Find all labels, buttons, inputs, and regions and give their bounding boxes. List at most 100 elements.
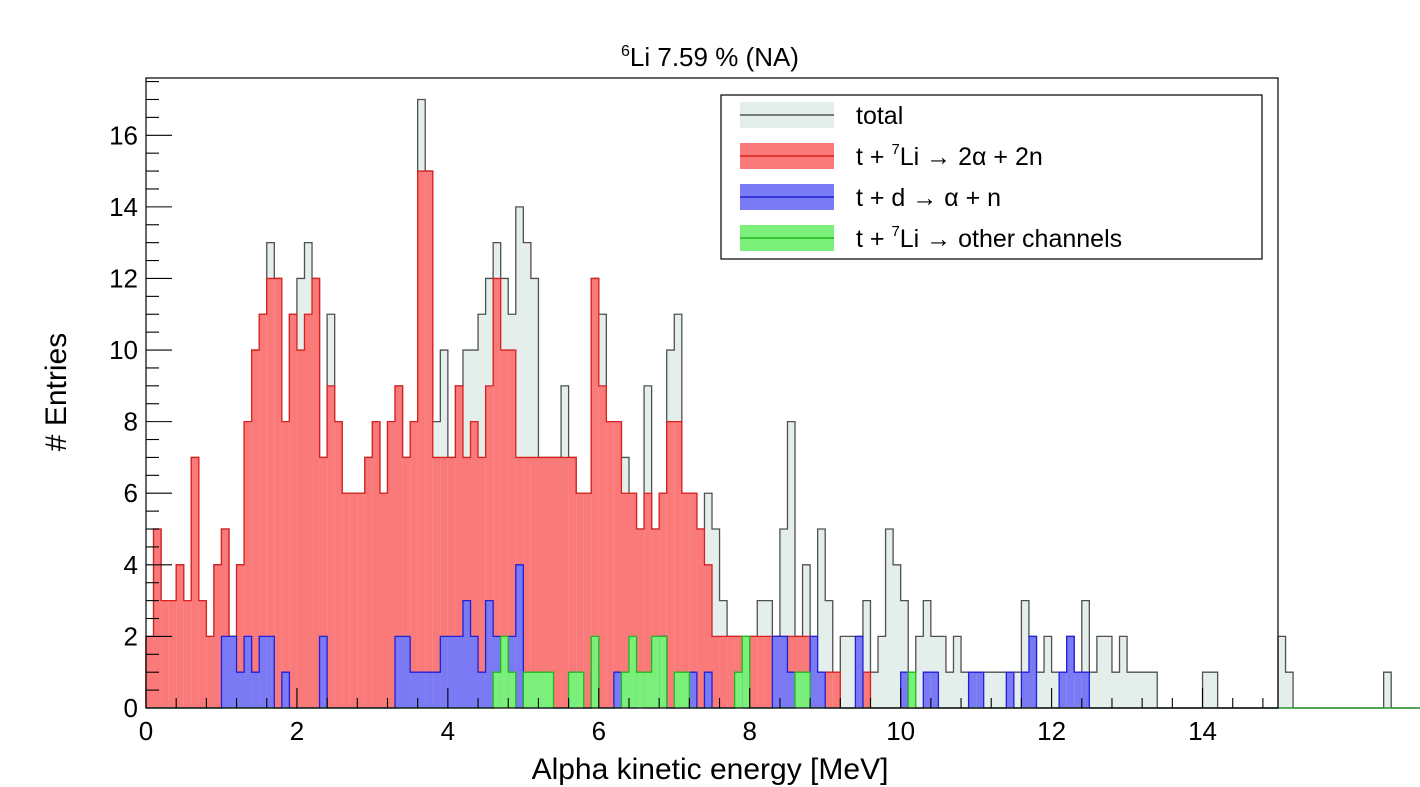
- red-bin: [266, 278, 275, 708]
- green-bin: [659, 636, 667, 708]
- total-bin: [1383, 672, 1392, 708]
- red-bin: [576, 493, 584, 708]
- red-bin: [440, 457, 448, 708]
- blue-bin: [1059, 672, 1067, 708]
- red-bin: [757, 636, 765, 708]
- total-bin: [953, 636, 962, 708]
- red-bin: [304, 314, 313, 708]
- legend-label-red: t + 7Li → 2α + 2n: [856, 141, 1043, 171]
- y-tick-label: 16: [109, 120, 138, 150]
- red-bin: [666, 421, 675, 708]
- blue-bin: [462, 600, 471, 708]
- blue-bin: [1028, 636, 1037, 708]
- red-bin: [681, 493, 690, 708]
- total-bin: [825, 600, 833, 708]
- blue-bin: [229, 636, 237, 708]
- blue-bin: [470, 636, 479, 708]
- total-bin: [1142, 672, 1150, 708]
- red-bin: [213, 564, 222, 708]
- red-bin: [613, 421, 622, 708]
- blue-bin: [900, 672, 909, 708]
- green-bin: [644, 672, 652, 708]
- red-bin: [545, 457, 554, 708]
- red-bin: [553, 457, 562, 708]
- red-bin: [825, 672, 833, 708]
- total-bin: [1036, 672, 1045, 708]
- red-bin: [410, 421, 418, 708]
- red-bin: [364, 457, 373, 708]
- blue-bin: [236, 672, 245, 708]
- total-bin: [1111, 672, 1120, 708]
- total-bin: [923, 600, 931, 708]
- blue-bin: [281, 672, 290, 708]
- y-tick-label: 12: [109, 263, 138, 293]
- red-bin: [500, 350, 509, 708]
- red-bin: [478, 457, 486, 708]
- green-bin: [734, 672, 743, 708]
- total-bin: [712, 529, 720, 708]
- blue-bin: [1081, 672, 1090, 708]
- red-bin: [168, 600, 177, 708]
- red-bin: [274, 278, 282, 708]
- total-bin: [817, 529, 826, 708]
- blue-bin: [266, 636, 275, 708]
- red-bin: [674, 421, 682, 708]
- green-bin: [538, 672, 546, 708]
- red-bin: [727, 636, 735, 708]
- x-tick-label: 4: [441, 716, 455, 746]
- blue-bin: [221, 636, 230, 708]
- legend-label-blue: t + d → α + n: [856, 184, 1001, 212]
- total-bin: [998, 672, 1007, 708]
- green-bin: [530, 672, 539, 708]
- red-bin: [334, 421, 343, 708]
- blue-bin: [787, 672, 796, 708]
- red-bin: [485, 385, 494, 708]
- total-bin: [779, 529, 788, 708]
- green-bin: [908, 672, 916, 708]
- green-bin: [523, 672, 531, 708]
- y-axis-label: # Entries: [40, 333, 73, 451]
- blue-bin: [410, 672, 418, 708]
- blue-bin: [704, 672, 712, 708]
- red-bin: [312, 278, 320, 708]
- total-bin: [1278, 636, 1286, 708]
- x-tick-label: 0: [139, 716, 153, 746]
- red-bin: [289, 314, 297, 708]
- blue-bin: [817, 672, 826, 708]
- red-bin: [508, 350, 516, 708]
- blue-bin: [1021, 672, 1029, 708]
- green-bin: [576, 672, 584, 708]
- green-bin: [802, 672, 811, 708]
- green-bin: [651, 636, 660, 708]
- red-bin: [327, 385, 335, 708]
- red-bin: [561, 457, 569, 708]
- title-text: Li 7.59 % (NA): [630, 42, 799, 72]
- green-bin: [500, 636, 509, 708]
- red-bin: [749, 636, 758, 708]
- blue-bin: [259, 636, 267, 708]
- blue-bin: [417, 672, 426, 708]
- red-bin: [455, 385, 463, 708]
- green-bin: [628, 636, 637, 708]
- red-bin: [244, 421, 252, 708]
- red-bin: [832, 672, 841, 708]
- y-tick-label: 14: [109, 192, 138, 222]
- green-bin: [508, 672, 516, 708]
- red-bin: [206, 636, 214, 708]
- x-tick-label: 12: [1037, 716, 1066, 746]
- total-bin: [991, 672, 999, 708]
- red-bin: [591, 278, 599, 708]
- red-bin: [704, 564, 712, 708]
- red-bin: [191, 457, 199, 708]
- blue-bin: [1074, 672, 1082, 708]
- red-bin: [583, 493, 592, 708]
- x-tick-label: 14: [1188, 716, 1217, 746]
- red-bin: [251, 350, 260, 708]
- x-tick-label: 10: [886, 716, 915, 746]
- y-tick-label: 10: [109, 335, 138, 365]
- red-bin: [259, 314, 267, 708]
- total-bin: [1089, 672, 1097, 708]
- red-bin: [644, 493, 652, 708]
- y-tick-label: 2: [124, 621, 138, 651]
